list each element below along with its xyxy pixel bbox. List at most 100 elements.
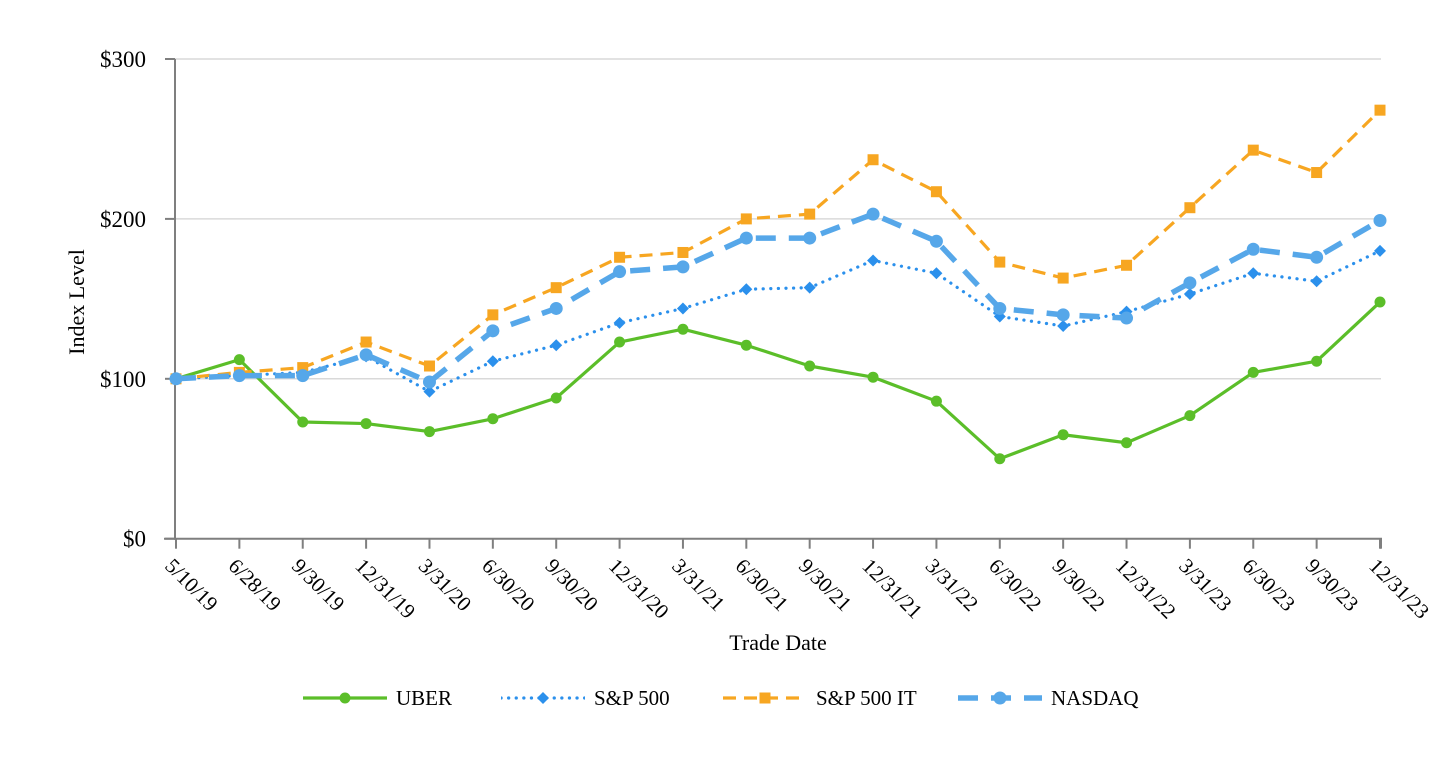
svg-text:6/28/19: 6/28/19 [224,554,286,616]
svg-text:6/30/21: 6/30/21 [731,554,793,616]
svg-text:6/30/20: 6/30/20 [477,554,539,616]
data-point-marker [930,395,942,407]
data-point-marker [804,360,816,372]
x-axis-title: Trade Date [729,630,827,655]
series-line [175,211,1382,385]
x-tick-label: 9/30/19 [287,554,349,616]
y-tick-label: $200 [100,207,146,232]
y-tick-label: $100 [100,367,146,392]
data-point-marker [232,369,246,383]
data-point-marker [1247,267,1260,280]
x-tick-label: 6/30/21 [731,554,793,616]
x-tick-label: 12/31/22 [1111,554,1181,624]
data-point-marker [676,302,689,315]
data-point-marker [759,692,771,704]
legend-label: UBER [396,686,453,710]
data-point-marker [1121,259,1133,271]
data-point-marker [297,362,309,374]
x-tick-label: 6/30/22 [984,554,1046,616]
data-point-marker [339,692,351,704]
data-point-marker [1184,410,1196,422]
data-point-marker [1184,202,1196,214]
data-point-marker [803,231,817,245]
data-point-marker [740,339,752,351]
series-s-p-500 [170,244,1386,398]
data-point-marker [804,208,816,220]
data-point-marker [1311,167,1323,179]
data-point-marker [1183,276,1197,290]
data-point-marker [1311,355,1323,367]
svg-text:12/31/22: 12/31/22 [1111,554,1181,624]
series-line [175,300,1382,461]
data-point-marker [1056,308,1070,322]
x-tick-label: 9/30/22 [1048,554,1110,616]
data-point-marker [296,369,310,383]
data-point-marker [1121,437,1133,449]
series-line [174,249,1382,394]
x-tick-label: 3/31/22 [921,554,983,616]
data-point-marker [1057,272,1069,284]
svg-text:6/30/23: 6/30/23 [1238,554,1300,616]
x-tick-label: 12/31/23 [1364,554,1434,624]
x-tick-label: 6/30/20 [477,554,539,616]
data-point-marker [740,283,753,296]
data-point-marker [1374,296,1386,308]
data-point-marker [550,282,562,294]
svg-text:3/31/20: 3/31/20 [414,554,476,616]
data-point-marker [803,281,816,294]
data-point-marker [929,234,943,248]
legend-swatch-square-icon [723,692,807,704]
data-point-marker [930,186,942,198]
data-point-marker [994,256,1006,268]
data-point-marker [360,418,372,430]
legend-swatch-circle-icon [958,691,1042,705]
svg-text:9/30/21: 9/30/21 [794,554,856,616]
x-tick-label: 6/30/23 [1238,554,1300,616]
data-point-marker [614,336,626,348]
legend-swatch-diamond-icon [501,692,585,704]
data-point-marker [169,372,183,386]
data-point-marker [297,416,309,428]
data-point-marker [486,324,500,338]
x-tick-label: 5/10/19 [160,554,222,616]
data-point-marker [550,392,562,404]
chart-legend: UBER S&P 500 S&P 500 IT NASDAQ [0,684,1440,716]
x-tick-label: 3/31/23 [1174,554,1236,616]
y-tick-label: $0 [123,527,146,552]
data-point-marker [676,260,690,274]
data-point-marker [867,154,879,166]
data-point-marker [1373,213,1387,227]
data-point-marker [613,316,626,329]
svg-text:12/31/23: 12/31/23 [1364,554,1434,624]
x-tick-label: 3/31/20 [414,554,476,616]
data-point-marker [1310,250,1324,264]
data-point-marker [423,385,436,398]
legend-swatch-circle-icon [303,692,387,704]
data-point-marker [423,360,435,372]
x-tick-label: 12/31/21 [857,554,927,624]
x-tick-label: 9/30/21 [794,554,856,616]
data-point-marker [1057,320,1070,333]
svg-text:12/31/21: 12/31/21 [857,554,927,624]
data-point-marker [867,371,879,383]
data-point-marker [1247,144,1259,156]
data-point-marker [677,246,689,258]
data-point-marker [993,301,1007,315]
data-point-marker [537,692,549,704]
data-point-marker [1374,244,1386,257]
series-line [175,109,1382,381]
legend-label: NASDAQ [1051,686,1139,710]
data-point-marker [867,254,880,267]
data-point-marker [740,213,752,225]
data-point-marker [613,265,627,279]
data-point-marker [1183,288,1196,301]
data-point-marker [930,267,943,280]
svg-text:3/31/21: 3/31/21 [667,554,729,616]
svg-text:5/10/19: 5/10/19 [160,554,222,616]
data-point-marker [549,301,563,315]
svg-text:12/31/19: 12/31/19 [350,554,420,624]
data-point-marker [866,207,880,221]
data-point-marker [360,336,372,348]
data-point-marker [994,453,1006,465]
